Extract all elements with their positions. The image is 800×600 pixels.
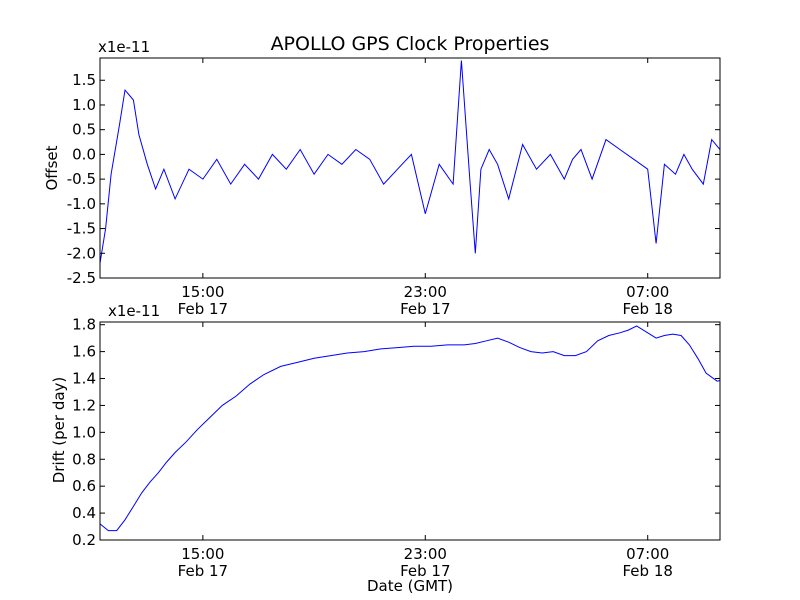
drift-y-tick-label: 0.4 <box>72 504 96 522</box>
offset-y-tick-label: -1.0 <box>67 195 96 213</box>
drift-y-tick-label: 1.6 <box>72 343 96 361</box>
drift-x-tick-date: Feb 17 <box>400 562 450 580</box>
drift-y-axis-label: Drift (per day) <box>50 377 68 484</box>
drift-exponent-label: x1e-11 <box>108 302 160 320</box>
offset-x-tick-date: Feb 18 <box>623 300 673 318</box>
offset-y-tick-label: -0.5 <box>67 170 96 188</box>
drift-axes-frame <box>99 321 721 541</box>
offset-y-tick-label: -2.5 <box>67 269 96 287</box>
drift-y-tick-label: 1.0 <box>72 423 96 441</box>
offset-x-tick-date: Feb 17 <box>178 300 228 318</box>
offset-y-tick-label: 0.0 <box>72 145 96 163</box>
drift-x-tick-time: 23:00 <box>404 545 447 563</box>
offset-y-tick-label: -1.5 <box>67 220 96 238</box>
drift-y-tick-label: 0.8 <box>72 450 96 468</box>
offset-x-tick-time: 23:00 <box>404 283 447 301</box>
offset-y-tick-label: -2.0 <box>67 244 96 262</box>
drift-y-tick-label: 1.2 <box>72 396 96 414</box>
offset-axes-frame <box>99 57 721 279</box>
drift-y-tick-label: 0.2 <box>72 531 96 549</box>
drift-x-tick-date: Feb 17 <box>178 562 228 580</box>
offset-x-tick-date: Feb 17 <box>400 300 450 318</box>
offset-x-tick-time: 07:00 <box>626 283 669 301</box>
drift-x-tick-date: Feb 18 <box>623 562 673 580</box>
offset-y-axis-label: Offset <box>43 145 61 190</box>
offset-y-tick-label: 1.5 <box>72 71 96 89</box>
drift-x-tick-time: 15:00 <box>181 545 224 563</box>
offset-exponent-label: x1e-11 <box>98 38 150 56</box>
figure-title: APOLLO GPS Clock Properties <box>271 33 550 55</box>
offset-series-line <box>100 60 720 264</box>
offset-x-tick-time: 15:00 <box>181 283 224 301</box>
offset-y-tick-label: 1.0 <box>72 96 96 114</box>
offset-panel: -2.5-2.0-1.5-1.0-0.50.00.51.01.515:00Feb… <box>67 57 721 318</box>
drift-y-tick-label: 0.6 <box>72 477 96 495</box>
drift-series-line <box>100 325 720 532</box>
drift-x-tick-time: 07:00 <box>626 545 669 563</box>
offset-y-tick-label: 0.5 <box>72 121 96 139</box>
drift-y-tick-label: 1.8 <box>72 316 96 334</box>
drift-x-axis-label: Date (GMT) <box>367 577 453 595</box>
drift-y-tick-label: 1.4 <box>72 370 96 388</box>
